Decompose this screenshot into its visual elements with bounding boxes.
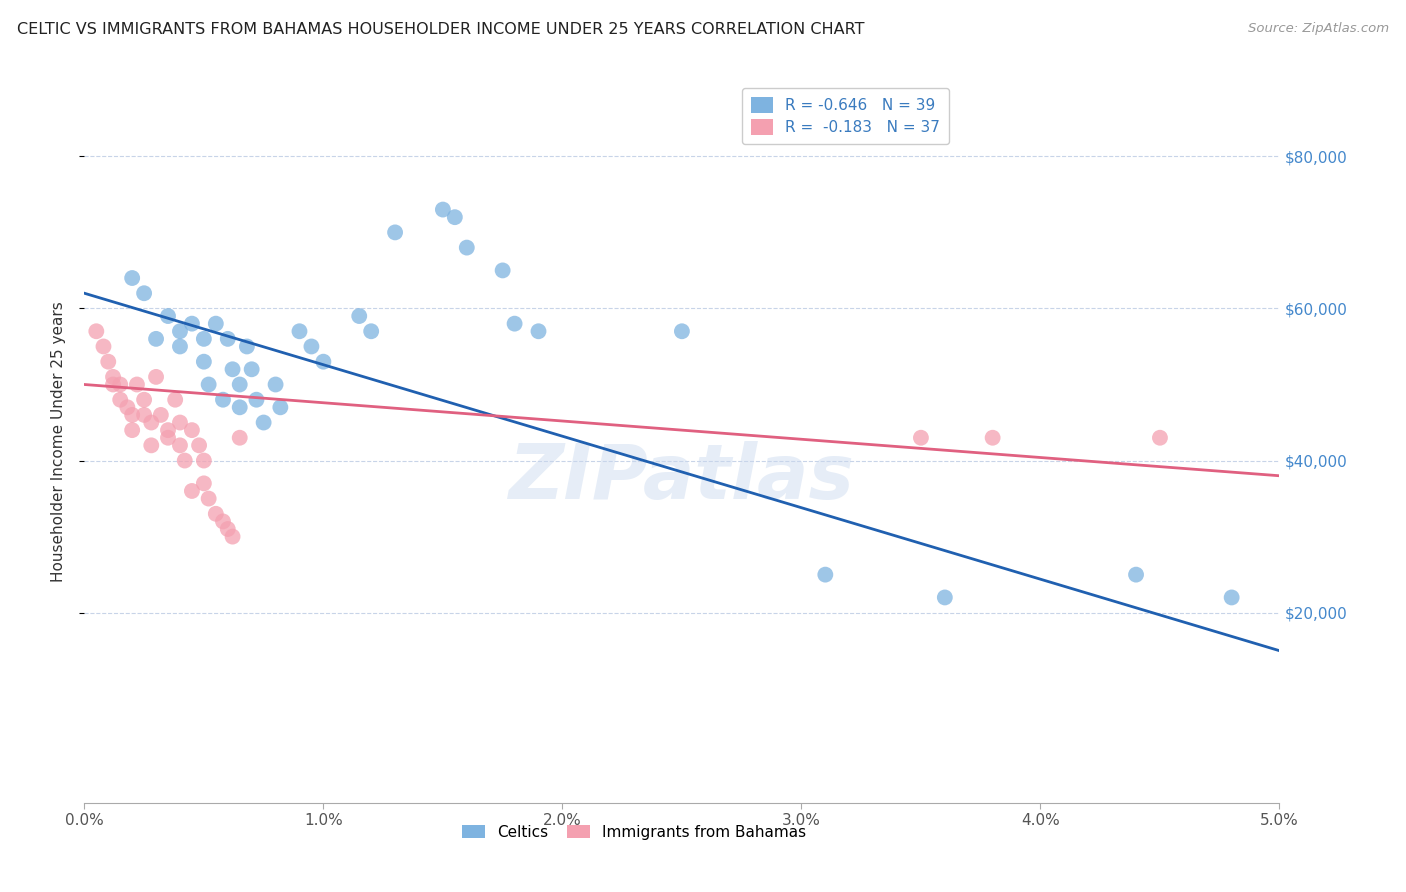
Point xyxy=(169,416,191,430)
Point xyxy=(132,392,156,407)
Point xyxy=(384,226,406,240)
Text: Source: ZipAtlas.com: Source: ZipAtlas.com xyxy=(1249,22,1389,36)
Point xyxy=(97,354,120,368)
Point xyxy=(910,431,932,445)
Point xyxy=(444,210,467,224)
Point xyxy=(503,317,526,331)
Point xyxy=(1220,591,1243,605)
Point xyxy=(149,408,172,422)
Point xyxy=(205,507,228,521)
Point xyxy=(193,332,215,346)
Point xyxy=(181,317,204,331)
Point xyxy=(181,483,204,498)
Point xyxy=(360,324,382,338)
Point xyxy=(934,591,956,605)
Point xyxy=(125,377,148,392)
Point xyxy=(157,309,180,323)
Point xyxy=(814,567,837,582)
Point xyxy=(253,416,276,430)
Point xyxy=(288,324,311,338)
Point xyxy=(188,438,211,452)
Point xyxy=(169,339,191,353)
Point xyxy=(312,354,335,368)
Point xyxy=(86,324,108,338)
Point xyxy=(101,370,124,384)
Point xyxy=(221,362,243,376)
Point xyxy=(981,431,1004,445)
Point xyxy=(165,392,187,407)
Point xyxy=(101,377,124,392)
Point xyxy=(110,377,132,392)
Text: CELTIC VS IMMIGRANTS FROM BAHAMAS HOUSEHOLDER INCOME UNDER 25 YEARS CORRELATION : CELTIC VS IMMIGRANTS FROM BAHAMAS HOUSEH… xyxy=(17,22,865,37)
Point xyxy=(169,438,191,452)
Point xyxy=(349,309,371,323)
Point xyxy=(193,453,215,467)
Point xyxy=(217,332,239,346)
Point xyxy=(157,431,180,445)
Point xyxy=(141,438,163,452)
Point xyxy=(240,362,263,376)
Point xyxy=(193,476,215,491)
Point xyxy=(264,377,287,392)
Point xyxy=(245,392,267,407)
Y-axis label: Householder Income Under 25 years: Householder Income Under 25 years xyxy=(51,301,66,582)
Point xyxy=(181,423,204,437)
Legend: Celtics, Immigrants from Bahamas: Celtics, Immigrants from Bahamas xyxy=(456,819,813,846)
Point xyxy=(121,423,143,437)
Point xyxy=(527,324,550,338)
Point xyxy=(456,241,478,255)
Point xyxy=(1125,567,1147,582)
Point xyxy=(193,354,215,368)
Point xyxy=(93,339,115,353)
Point xyxy=(145,332,167,346)
Point xyxy=(228,431,252,445)
Point xyxy=(432,202,454,217)
Point xyxy=(110,392,132,407)
Point xyxy=(228,401,252,415)
Point xyxy=(236,339,259,353)
Point xyxy=(132,286,156,301)
Point xyxy=(492,263,515,277)
Point xyxy=(173,453,195,467)
Point xyxy=(221,530,243,544)
Point xyxy=(205,317,228,331)
Point xyxy=(121,271,143,285)
Point xyxy=(269,401,291,415)
Point xyxy=(117,401,139,415)
Point xyxy=(197,377,219,392)
Point xyxy=(169,324,191,338)
Point xyxy=(145,370,167,384)
Point xyxy=(671,324,693,338)
Point xyxy=(212,515,235,529)
Point xyxy=(301,339,323,353)
Point xyxy=(157,423,180,437)
Point xyxy=(132,408,156,422)
Point xyxy=(1149,431,1171,445)
Point xyxy=(228,377,252,392)
Point xyxy=(212,392,235,407)
Point xyxy=(141,416,163,430)
Point xyxy=(197,491,219,506)
Point xyxy=(121,408,143,422)
Text: ZIPatlas: ZIPatlas xyxy=(509,441,855,515)
Point xyxy=(217,522,239,536)
